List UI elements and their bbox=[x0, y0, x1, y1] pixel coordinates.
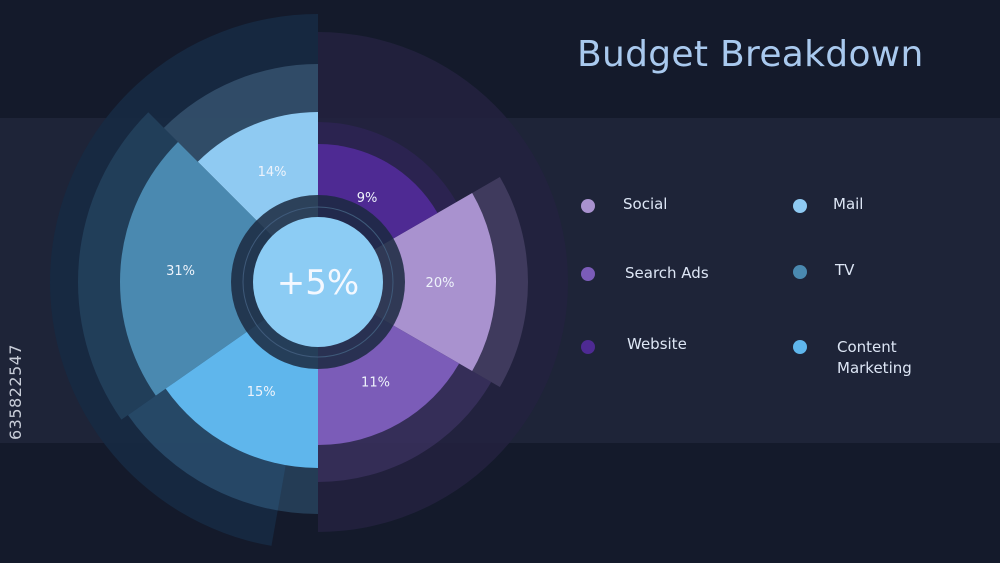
slice-label: 14% bbox=[258, 165, 287, 180]
legend-dot bbox=[581, 340, 595, 354]
legend-dot bbox=[581, 199, 595, 213]
center-disc bbox=[253, 217, 383, 347]
legend-label: Content Marketing bbox=[837, 338, 912, 377]
chart-title: Budget Breakdown bbox=[577, 34, 924, 75]
legend-label: Website bbox=[627, 335, 687, 353]
center-ring-outline bbox=[242, 206, 394, 358]
center-label: +5% bbox=[277, 263, 359, 303]
legend-dot bbox=[793, 199, 807, 213]
slice-label: 20% bbox=[426, 276, 455, 291]
pie-slice bbox=[119, 141, 318, 396]
slice-label: 11% bbox=[361, 376, 390, 391]
legend-label: Search Ads bbox=[625, 264, 709, 282]
slice-label: 31% bbox=[166, 264, 195, 279]
legend-dot bbox=[793, 340, 807, 354]
slice-label: 15% bbox=[247, 385, 276, 400]
legend-label: Social bbox=[623, 195, 668, 213]
legend-label: Mail bbox=[833, 195, 864, 213]
slice-label: 9% bbox=[357, 191, 378, 206]
legend-dot bbox=[793, 265, 807, 279]
pie-slice bbox=[318, 193, 496, 371]
legend-label: TV bbox=[835, 261, 855, 279]
legend-dot bbox=[581, 267, 595, 281]
stock-id: 635822547 bbox=[6, 343, 25, 440]
